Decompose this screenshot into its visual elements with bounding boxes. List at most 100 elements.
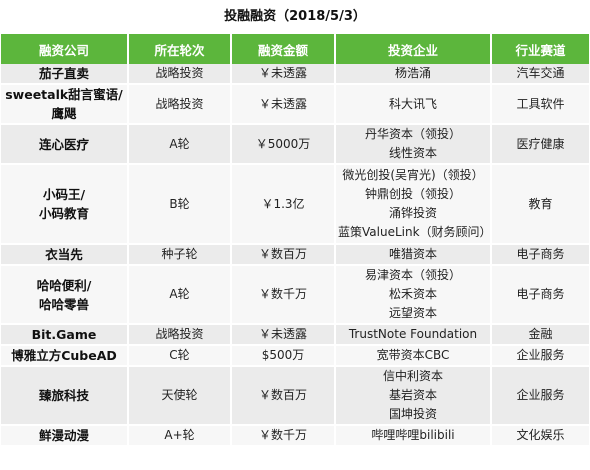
investors-cell-line: 宽带资本CBC: [376, 348, 450, 362]
column-header-sector: 行业赛道: [491, 34, 589, 64]
company-cell-line: 茄子直卖: [38, 66, 89, 81]
sector-cell: 金融: [491, 324, 589, 346]
round-cell: C轮: [128, 345, 232, 367]
company-cell: Bit.Game: [1, 324, 129, 346]
table-row: sweetalk甜言蜜语/鹰飓 战略投资 ￥未透露 科大讯飞 工具软件: [1, 84, 589, 125]
table-row: 哈哈便利/哈哈零兽 A轮 ￥数千万 易津资本（领投） 松禾资本 远望资本 电子商务: [1, 265, 589, 325]
table-row: 小码王/小码教育 B轮 ￥1.3亿 微光创投(吴宵光)（领投） 钟鼎创投（领投） 涌铧投资…: [1, 164, 589, 245]
column-header-round: 所在轮次: [128, 34, 232, 64]
company-cell-line: 连心医疗: [38, 136, 89, 152]
company-cell-line: sweetalk甜言蜜语/: [5, 87, 123, 102]
company-cell: 小码王/小码教育: [1, 164, 129, 245]
sector-cell: 企业服务: [491, 345, 589, 367]
table-row: 臻旅科技 天使轮 ￥数百万 信中利资本 基岩资本 国坤投资 企业服务: [1, 366, 589, 426]
company-cell-line: 哈哈零兽: [38, 296, 89, 312]
sector-cell: 汽车交通: [491, 64, 589, 85]
investors-cell-line: 钟鼎创投（领投）: [364, 187, 461, 201]
amount-cell: ￥数百万: [231, 366, 336, 426]
amount-cell: ￥数千万: [231, 265, 336, 325]
table-row: Bit.Game 战略投资 ￥未透露 TrustNote Foundation 金融: [1, 324, 589, 346]
amount-cell: ￥数千万: [231, 425, 336, 447]
amount-cell: $500万: [231, 345, 336, 367]
sector-cell: 电子商务: [491, 265, 589, 325]
round-cell: 天使轮: [128, 366, 232, 426]
amount-cell: ￥未透露: [231, 64, 336, 85]
investors-cell-line: 信中利资本: [382, 369, 443, 383]
round-cell: 种子轮: [128, 244, 232, 266]
column-header-investors: 投资企业: [335, 34, 492, 64]
investors-cell: 易津资本（领投） 松禾资本远望资本: [335, 265, 492, 325]
column-header-amount: 融资金额: [231, 34, 336, 64]
table-row: 茄子直卖 战略投资 ￥未透露 杨浩涌 汽车交通: [1, 64, 589, 85]
round-cell: A轮: [128, 124, 232, 165]
investors-cell: 宽带资本CBC: [335, 345, 492, 367]
round-cell: 战略投资: [128, 324, 232, 346]
table-row: 鲜漫动漫 A+轮 ￥数千万 哔哩哔哩bilibili 文化娱乐: [1, 425, 589, 447]
investors-cell: 丹华资本（领投） 线性资本: [335, 124, 492, 165]
company-cell: 臻旅科技: [1, 366, 129, 426]
investors-cell: 哔哩哔哩bilibili: [335, 425, 492, 447]
investors-cell-line: 唯猎资本: [388, 247, 437, 261]
company-cell-line: 博雅立方CubeAD: [11, 348, 117, 363]
amount-cell: ￥1.3亿: [231, 164, 336, 245]
investors-cell-line: 国坤投资: [388, 407, 437, 421]
round-cell: 战略投资: [128, 64, 232, 85]
company-cell: 鲜漫动漫: [1, 425, 129, 447]
investors-cell-line: 丹华资本（领投）: [364, 127, 461, 141]
company-cell-line: 哈哈便利/: [36, 277, 92, 293]
table-row: 博雅立方CubeAD C轮 $500万 宽带资本CBC 企业服务: [1, 345, 589, 367]
investors-cell: 信中利资本基岩资本国坤投资: [335, 366, 492, 426]
table-row: 连心医疗 A轮 ￥5000万 丹华资本（领投） 线性资本 医疗健康: [1, 124, 589, 165]
round-cell: A轮: [128, 265, 232, 325]
company-cell: 茄子直卖: [1, 64, 129, 85]
company-cell-line: 小码王/: [42, 187, 86, 202]
page-title: 投融融资（2018/5/3）: [224, 9, 366, 24]
amount-cell: ￥数百万: [231, 244, 336, 266]
investors-cell-line: 基岩资本: [388, 388, 437, 402]
amount-cell: ￥5000万: [231, 124, 336, 165]
investors-cell-line: TrustNote Foundation: [348, 327, 478, 341]
financing-table: 融资公司 所在轮次 融资金额 投资企业 行业赛道 茄子直卖 战略投资 ￥未透露 杨浩涌…: [1, 34, 589, 447]
company-cell-line: 臻旅科技: [38, 388, 89, 403]
column-header-company: 融资公司: [1, 34, 129, 64]
investors-cell-line: 易津资本（领投）: [364, 268, 461, 282]
sector-cell: 医疗健康: [491, 124, 589, 165]
sector-cell: 教育: [491, 164, 589, 245]
amount-cell: ￥未透露: [231, 84, 336, 125]
investors-cell-line: 哔哩哔哩bilibili: [371, 428, 455, 442]
company-cell: 连心医疗: [1, 124, 129, 165]
investors-cell: 微光创投(吴宵光)（领投） 钟鼎创投（领投） 涌铧投资蓝策ValueLink（财务顾…: [335, 164, 492, 245]
investors-cell: 唯猎资本: [335, 244, 492, 266]
sector-cell: 企业服务: [491, 366, 589, 426]
sector-cell: 电子商务: [491, 244, 589, 266]
amount-cell: ￥未透露: [231, 324, 336, 346]
company-cell-line: 衣当先: [45, 247, 83, 262]
company-cell-line: 小码教育: [38, 206, 89, 221]
company-cell-line: Bit.Game: [31, 327, 97, 342]
company-cell: sweetalk甜言蜜语/鹰飓: [1, 84, 129, 125]
investors-cell-line: 蓝策ValueLink（财务顾问）: [338, 225, 491, 239]
investors-cell-line: 微光创投(吴宵光)（领投）: [342, 168, 484, 182]
sector-cell: 文化娱乐: [491, 425, 589, 447]
table-row: 衣当先 种子轮 ￥数百万 唯猎资本 电子商务: [1, 244, 589, 266]
company-cell-line: 鹰飓: [51, 106, 77, 121]
investors-cell: 杨浩涌: [335, 64, 492, 85]
round-cell: A+轮: [128, 425, 232, 447]
investors-cell-line: 杨浩涌: [394, 66, 431, 80]
investors-cell-line: 涌铧投资: [388, 206, 437, 220]
round-cell: 战略投资: [128, 84, 232, 125]
investors-cell: 科大讯飞: [335, 84, 492, 125]
table-body: 茄子直卖 战略投资 ￥未透露 杨浩涌 汽车交通 sweetalk甜言蜜语/鹰飓 战略投资 ￥未…: [1, 64, 589, 447]
table-header-row: 融资公司 所在轮次 融资金额 投资企业 行业赛道: [1, 34, 589, 64]
sector-cell: 工具软件: [491, 84, 589, 125]
round-cell: B轮: [128, 164, 232, 245]
company-cell-line: 鲜漫动漫: [38, 428, 89, 443]
investors-cell-line: 线性资本: [388, 146, 437, 160]
company-cell: 衣当先: [1, 244, 129, 266]
company-cell: 博雅立方CubeAD: [1, 345, 129, 367]
company-cell: 哈哈便利/哈哈零兽: [1, 265, 129, 325]
investors-cell-line: 远望资本: [388, 306, 437, 320]
investors-cell: TrustNote Foundation: [335, 324, 492, 346]
investors-cell-line: 科大讯飞: [388, 96, 437, 111]
investors-cell-line: 松禾资本: [388, 287, 437, 301]
